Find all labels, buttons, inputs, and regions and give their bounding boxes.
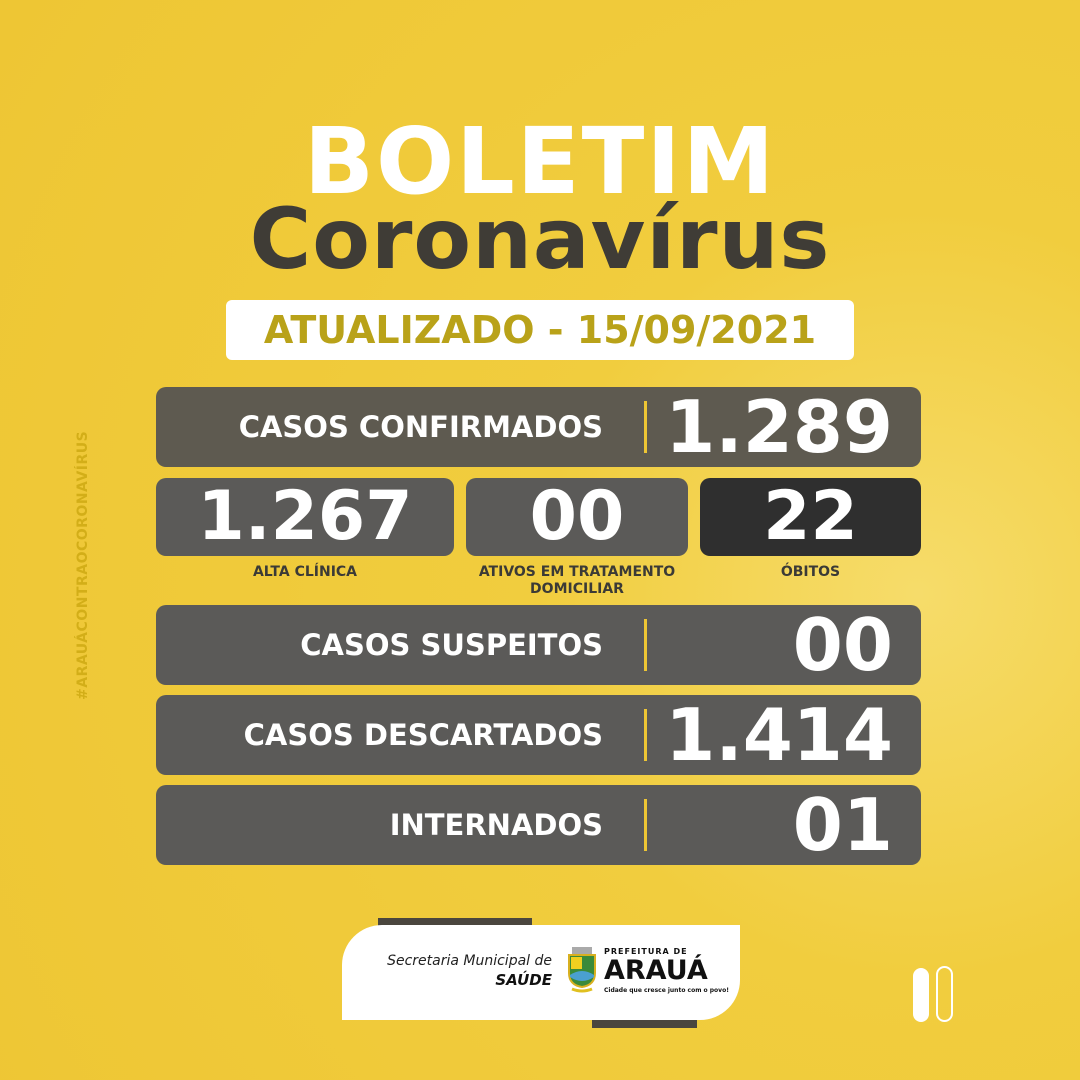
divider (644, 799, 647, 851)
discarded-cases-bar: CASOS DESCARTADOS 1.414 (156, 695, 921, 775)
decor-line (378, 918, 532, 926)
obitos-label: ÓBITOS (780, 564, 841, 580)
discarded-label: CASOS DESCARTADOS (243, 718, 603, 752)
confirmed-cases-bar: CASOS CONFIRMADOS 1.289 (156, 387, 921, 467)
saude-text: SAÚDE (495, 971, 552, 989)
prefeitura-text: PREFEITURA DE (604, 947, 688, 956)
title: BOLETIM (303, 108, 777, 215)
divider (644, 401, 647, 453)
secretaria-text: Secretaria Municipal de (387, 953, 552, 969)
page-indicator-inactive[interactable] (936, 966, 953, 1022)
suspect-label: CASOS SUSPEITOS (300, 628, 603, 662)
hashtag: #ARAUÁCONTRAOCORONAVÍRUS (75, 430, 91, 700)
subtitle: Coronavírus (249, 190, 831, 288)
divider (644, 709, 647, 761)
slogan: Cidade que cresce junto com o povo! (604, 987, 729, 994)
city-name: ARAUÁ (604, 955, 708, 986)
ativos-value: 00 (466, 478, 688, 556)
footer-logos: Secretaria Municipal de SAÚDE PREFEITURA… (342, 925, 740, 1020)
hospitalized-value: 01 (792, 783, 893, 867)
confirmed-value: 1.289 (665, 385, 893, 469)
hospitalized-label: INTERNADOS (389, 808, 603, 842)
updated-date: ATUALIZADO - 15/09/2021 (226, 300, 854, 360)
discarded-value: 1.414 (665, 693, 893, 777)
alta-label: ALTA CLÍNICA (252, 564, 358, 580)
page-indicator-active[interactable] (913, 968, 929, 1022)
suspect-cases-bar: CASOS SUSPEITOS 00 (156, 605, 921, 685)
hospitalized-bar: INTERNADOS 01 (156, 785, 921, 865)
suspect-value: 00 (792, 603, 893, 687)
coat-of-arms-icon (566, 945, 598, 995)
confirmed-label: CASOS CONFIRMADOS (238, 410, 603, 444)
divider (644, 619, 647, 671)
ativos-label: ATIVOS EM TRATAMENTO DOMICILIAR (478, 564, 676, 597)
decor-line (592, 1020, 697, 1028)
obitos-value: 22 (700, 478, 921, 556)
alta-value: 1.267 (156, 478, 454, 556)
